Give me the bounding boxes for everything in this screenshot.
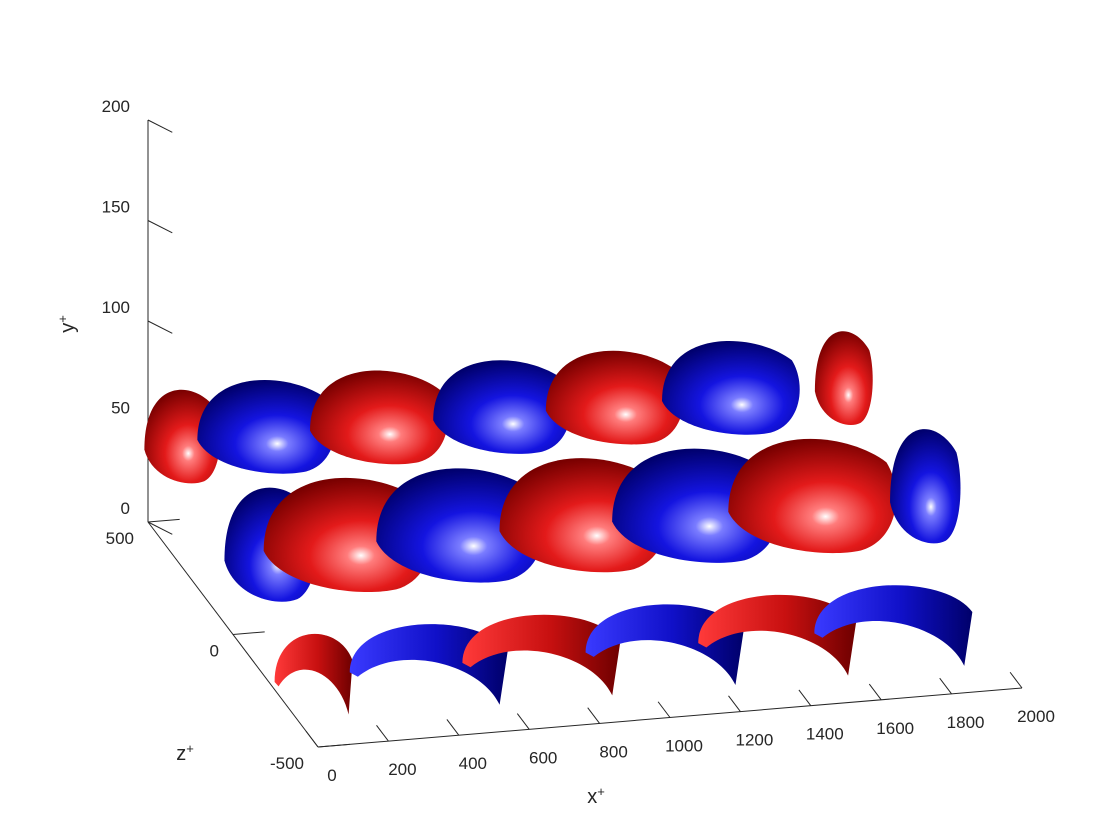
x-tick-label: 1800 [947, 713, 985, 732]
z-tick-label: 500 [106, 529, 134, 548]
positive-isosurface-blob [545, 350, 684, 445]
y-tick-label: 200 [102, 97, 130, 116]
y-tick-mark [147, 320, 173, 334]
x-tick-label: 1400 [806, 725, 844, 744]
y-tick-mark [147, 220, 173, 234]
y-tick-label: 50 [111, 399, 130, 418]
x-tick-label: 200 [388, 760, 416, 779]
x-tick-mark [1009, 671, 1023, 689]
x-tick-label: 400 [459, 754, 487, 773]
negative-isosurface-blob [376, 468, 545, 583]
positive-isosurface-blob [310, 370, 448, 465]
z-tick-mark [232, 631, 265, 635]
z-tick-label: -500 [270, 754, 304, 773]
positive-isosurface-blob [814, 331, 873, 426]
x-tick-label: 600 [529, 748, 557, 767]
z-axis-title: z+ [176, 741, 194, 766]
y-tick-mark [147, 521, 173, 535]
positive-isosurface-blob [728, 438, 897, 554]
negative-isosurface-blob [433, 360, 571, 454]
x-tick-label: 1000 [665, 737, 703, 756]
x-axis-title: x+ [587, 784, 605, 809]
y-tick-label: 150 [102, 198, 130, 217]
x-tick-mark [516, 713, 530, 730]
y-tick-label: 100 [102, 298, 130, 317]
negative-isosurface-blob [197, 379, 336, 474]
x-tick-mark [305, 730, 319, 748]
z-tick-mark [147, 518, 180, 523]
x-tick-label: 1600 [876, 719, 914, 738]
positive-isosurface-blob [462, 614, 621, 696]
positive-isosurface-blob [274, 633, 353, 715]
axis-labels-group: 0 200 400 600 800 1000 1200 1400 1600 1800 2000-50… [55, 97, 1055, 808]
y-tick-mark [147, 119, 173, 133]
y-tick-label: 0 [121, 499, 130, 518]
x-tick-mark [939, 677, 952, 695]
x-tick-mark [868, 683, 882, 701]
positive-isosurface-blob [698, 594, 857, 676]
positive-isosurface-blob [144, 389, 221, 484]
x-tick-mark [587, 707, 600, 724]
x-tick-mark [798, 689, 812, 707]
y-axis-title: y+ [55, 315, 80, 333]
x-tick-mark [728, 695, 741, 712]
negative-isosurface-blob [662, 341, 800, 435]
x-tick-mark [657, 701, 671, 718]
x-tick-label: 0 [327, 766, 336, 785]
z-tick-mark [317, 743, 350, 748]
x-tick-label: 2000 [1017, 707, 1055, 726]
x-tick-label: 1200 [735, 731, 773, 750]
z-tick-label: 0 [210, 642, 219, 661]
negative-isosurface-blob [890, 429, 961, 544]
isosurface-group [144, 331, 973, 715]
x-tick-mark [376, 725, 389, 742]
negative-isosurface-blob [814, 585, 973, 666]
x-tick-mark [446, 719, 460, 736]
x-tick-label: 800 [599, 742, 627, 761]
